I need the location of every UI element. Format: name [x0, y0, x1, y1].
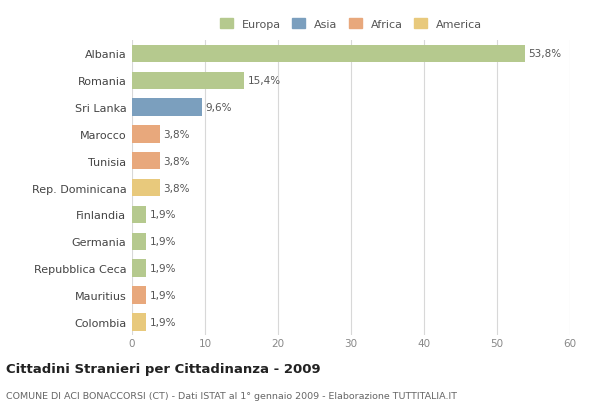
Bar	[132, 180, 160, 197]
Text: COMUNE DI ACI BONACCORSI (CT) - Dati ISTAT al 1° gennaio 2009 - Elaborazione TUT: COMUNE DI ACI BONACCORSI (CT) - Dati IST…	[6, 391, 457, 400]
Legend: Europa, Asia, Africa, America: Europa, Asia, Africa, America	[217, 17, 485, 32]
Bar	[132, 206, 146, 224]
Bar	[132, 153, 160, 170]
Text: 1,9%: 1,9%	[149, 263, 176, 274]
Text: 3,8%: 3,8%	[163, 183, 190, 193]
Bar	[132, 99, 202, 117]
Text: 53,8%: 53,8%	[529, 49, 562, 59]
Text: 15,4%: 15,4%	[248, 76, 281, 86]
Text: 1,9%: 1,9%	[149, 237, 176, 247]
Text: 3,8%: 3,8%	[163, 130, 190, 139]
Text: 9,6%: 9,6%	[206, 103, 232, 113]
Bar	[132, 45, 525, 63]
Bar	[132, 313, 146, 331]
Bar	[132, 287, 146, 304]
Text: 1,9%: 1,9%	[149, 210, 176, 220]
Text: Cittadini Stranieri per Cittadinanza - 2009: Cittadini Stranieri per Cittadinanza - 2…	[6, 362, 320, 375]
Text: 1,9%: 1,9%	[149, 317, 176, 327]
Bar	[132, 72, 244, 90]
Bar	[132, 126, 160, 143]
Bar	[132, 260, 146, 277]
Text: 3,8%: 3,8%	[163, 156, 190, 166]
Bar	[132, 233, 146, 250]
Text: 1,9%: 1,9%	[149, 290, 176, 300]
